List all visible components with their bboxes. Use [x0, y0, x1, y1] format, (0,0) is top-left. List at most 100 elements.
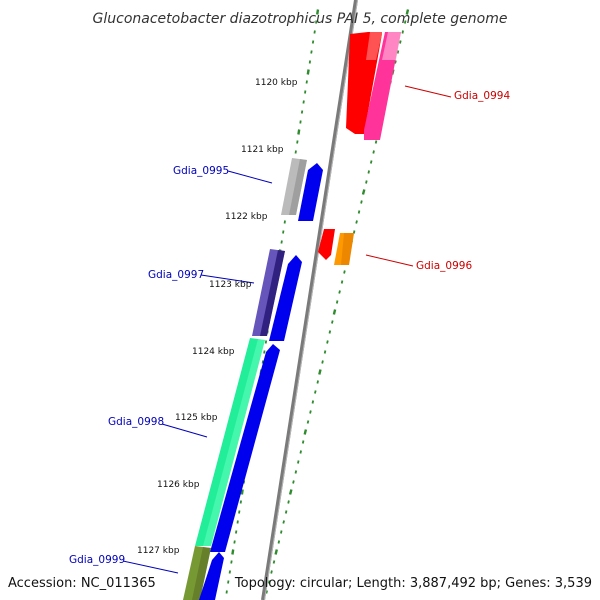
outer-track-tick: [267, 580, 271, 584]
gene-gdia-0999-cds-shade: [192, 547, 211, 600]
kbp-label-1127: 1127 kbp: [137, 546, 180, 556]
gene-label-gdia-0999[interactable]: Gdia_0999: [69, 554, 125, 566]
outer-track-tick: [332, 309, 337, 315]
gene-orange-feature[interactable]: [334, 233, 354, 265]
inner-track-tick: [300, 110, 304, 114]
inner-track-tick: [302, 100, 305, 104]
outer-track-tick: [340, 280, 344, 284]
outer-track-tick: [314, 390, 317, 394]
inner-track-tick: [228, 570, 231, 574]
figure-title: Gluconacetobacter diazotrophicus PAI 5, …: [93, 11, 508, 27]
gene-gdia-0996-feature[interactable]: [318, 229, 335, 260]
outer-track-tick: [399, 40, 402, 44]
gene-gdia-0998-feature[interactable]: [195, 338, 265, 546]
callout-gdia-0995: [227, 170, 273, 184]
gene-gdia-0994-cds-shade: [366, 32, 382, 60]
gene-label-gdia-0995[interactable]: Gdia_0995: [173, 165, 229, 177]
outer-track-tick: [361, 189, 366, 195]
outer-track-tick: [311, 400, 315, 404]
outer-track-tick: [326, 340, 329, 344]
outer-track-tick: [270, 570, 273, 574]
gene-labels: Gdia_0994 Gdia_0995 Gdia_0996 Gdia_0997 …: [69, 90, 510, 566]
inner-track-tick: [313, 30, 316, 34]
genome-stats-text: Topology: circular; Length: 3,887,492 bp…: [234, 576, 592, 591]
gene-blue-cds-4-feature[interactable]: [199, 552, 224, 600]
outer-track-tick: [372, 150, 375, 154]
outer-track-tick: [265, 590, 268, 594]
gene-blue-cds-2-feature[interactable]: [269, 255, 302, 341]
gene-gdia-0997-feature[interactable]: [252, 249, 285, 336]
gene-label-gdia-0997[interactable]: Gdia_0997: [148, 269, 204, 281]
gene-gdia-0994-feature[interactable]: [346, 32, 382, 134]
kbp-label-1126: 1126 kbp: [157, 480, 200, 490]
gene-gdia-0995-cds-shade: [289, 159, 307, 215]
inner-track-tick: [264, 340, 268, 344]
outer-track-tick: [355, 220, 358, 224]
kbp-label-1122: 1122 kbp: [225, 212, 268, 222]
inner-track-tick: [297, 129, 301, 135]
kbp-label-1121: 1121 kbp: [241, 145, 284, 155]
outer-track-tick: [284, 510, 288, 514]
outer-track-tick: [282, 520, 285, 524]
outer-track-tick: [374, 140, 378, 144]
inner-track-tick: [239, 500, 242, 504]
inner-track-tick: [235, 530, 238, 534]
outer-track-tick: [396, 50, 400, 54]
gene-label-gdia-0994[interactable]: Gdia_0994: [454, 90, 510, 102]
callout-gdia-0997: [200, 274, 255, 284]
outer-track-tick: [299, 450, 302, 454]
kbp-label-1125: 1125 kbp: [175, 413, 218, 423]
accession-text: Accession: NC_011365: [8, 576, 156, 591]
outer-track-tick: [338, 290, 341, 294]
gene-pink-cds-shade: [382, 32, 401, 60]
outer-track-tick: [274, 549, 278, 555]
outer-track-tick: [369, 160, 373, 164]
inner-track-tick: [316, 9, 320, 15]
inner-track-tick: [233, 540, 236, 544]
kbp-label-1123: 1123 kbp: [209, 280, 252, 290]
gene-gdia-0994-partner-feature[interactable]: [364, 32, 401, 140]
outer-track-tick: [394, 60, 397, 64]
gene-gdia-0998-cds-shade: [203, 339, 265, 546]
outer-track-tick: [280, 530, 283, 534]
outer-track-tick: [367, 170, 370, 174]
outer-track-tick: [294, 470, 298, 474]
outer-track-tick: [343, 270, 346, 274]
inner-track-tick: [294, 150, 297, 154]
outer-track-tick: [292, 480, 295, 484]
gene-gdia-0999-feature[interactable]: [183, 546, 211, 600]
inner-track-tick: [231, 549, 235, 555]
gene-label-gdia-0998[interactable]: Gdia_0998: [108, 416, 164, 428]
outer-track-tick: [401, 30, 404, 34]
gene-gdia-0996-cds: [318, 229, 335, 260]
inner-track-tick: [305, 80, 308, 84]
outer-track-tick: [318, 369, 322, 375]
outer-track-tick: [328, 330, 332, 334]
inner-track-tick: [238, 510, 241, 514]
inner-track-tick: [310, 50, 313, 54]
outer-track-tick: [287, 500, 290, 504]
gene-blue-cds-1-feature[interactable]: [298, 163, 323, 221]
gene-blue-cds-3: [210, 344, 280, 552]
inner-track-tick: [282, 230, 285, 234]
outer-track-tick: [365, 180, 368, 184]
gene-label-gdia-0996[interactable]: Gdia_0996: [416, 260, 472, 272]
kbp-label-1124: 1124 kbp: [192, 347, 235, 357]
inner-track-tick: [280, 240, 283, 244]
callout-gdia-0998: [161, 423, 208, 438]
kbp-label-1120: 1120 kbp: [255, 78, 298, 88]
outer-track-tick: [323, 350, 327, 354]
inner-track-tick: [311, 40, 315, 44]
outer-track-tick: [303, 429, 308, 435]
outer-track-tick: [316, 380, 319, 384]
outer-track-tick: [272, 560, 276, 564]
callout-gdia-0996: [365, 254, 414, 267]
genome-backbone: [261, 0, 358, 600]
inner-track-tick: [306, 69, 310, 75]
gene-blue-cds-3-feature[interactable]: [210, 344, 280, 552]
outer-track-tick: [306, 420, 310, 424]
outer-track-tick: [301, 440, 305, 444]
outer-track-tick: [288, 489, 293, 495]
callout-lines: [122, 85, 452, 574]
gene-gdia-0995-feature[interactable]: [281, 158, 307, 215]
